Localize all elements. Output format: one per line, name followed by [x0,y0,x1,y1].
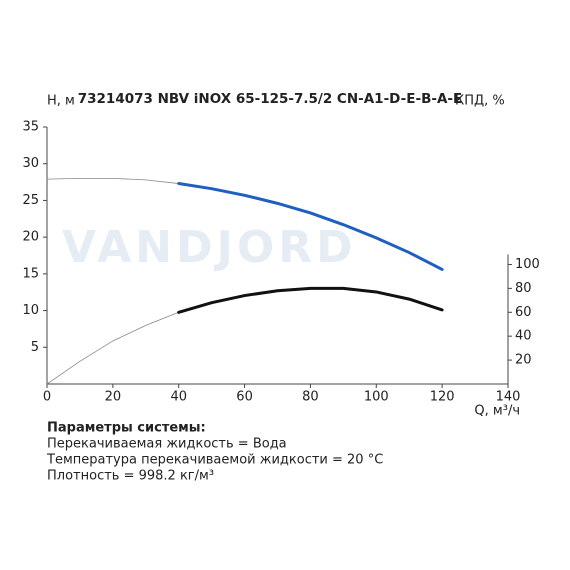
parameter-line: Плотность = 998.2 кг/м³ [47,469,214,484]
curve [177,182,444,271]
x-tick-label: 100 [364,390,389,405]
x-axis-label: Q, м³/ч [474,404,520,419]
y-tick-label: 5 [31,340,39,355]
y2-tick-label: 100 [515,257,540,272]
x-tick-label: 40 [170,390,187,405]
y2-tick-label: 80 [515,281,532,296]
y-tick-label: 15 [22,266,39,281]
y-tick-label: 10 [22,303,39,318]
y-tick-label: 35 [22,120,39,135]
parameters-heading: Параметры системы: [47,421,206,436]
x-tick-label: 20 [105,390,122,405]
x-tick-label: 0 [43,390,51,405]
y-tick-label: 20 [22,230,39,245]
parameter-line: Температура перекачиваемой жидкости = 20… [46,453,383,468]
parameter-line: Перекачиваемая жидкость = Вода [47,437,287,452]
y-tick-label: 30 [22,156,39,171]
y2-axis-label: КПД, % [455,94,505,109]
curve [177,286,444,314]
chart-title: 73214073 NBV iNOX 65-125-7.5/2 CN-A1-D-E… [78,91,462,107]
y-tick-label: 25 [22,193,39,208]
y2-tick-label: 20 [515,353,532,368]
x-tick-label: 120 [430,390,455,405]
y2-tick-label: 60 [515,305,532,320]
y-axis-label: H, м [47,94,75,109]
x-tick-label: 80 [302,390,319,405]
curve-thin [46,311,180,385]
watermark: VANDJORD [62,222,357,273]
curve-thin [46,178,180,184]
x-tick-label: 140 [496,390,521,405]
y2-tick-label: 40 [515,329,532,344]
x-tick-label: 60 [236,390,253,405]
